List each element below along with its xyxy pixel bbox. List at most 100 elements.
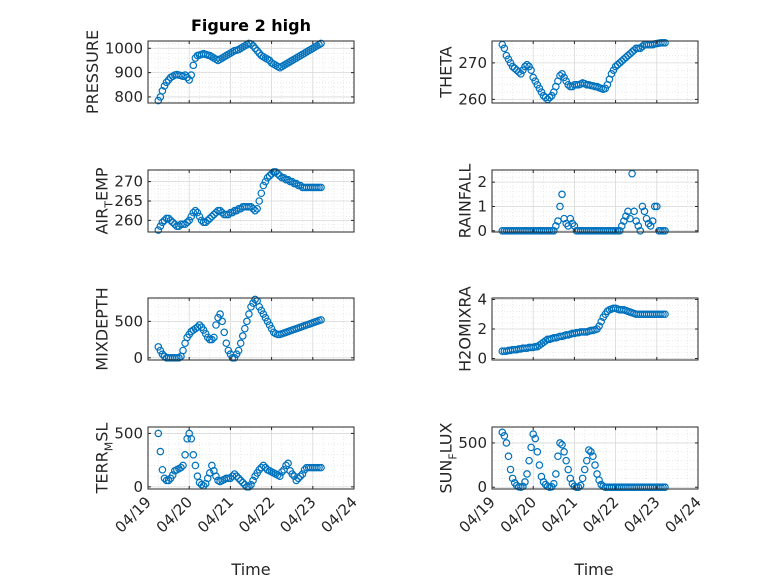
data-point	[556, 439, 564, 447]
data-point	[189, 450, 198, 459]
data-point	[218, 317, 226, 326]
y-tick-label: 270	[114, 173, 143, 191]
data-point	[193, 208, 202, 217]
data-point	[298, 470, 307, 478]
data-point	[193, 323, 202, 331]
data-point	[245, 483, 253, 491]
data-point	[154, 429, 163, 438]
y-axis-label-main: RAINFALL	[456, 164, 475, 239]
data-point	[506, 59, 515, 67]
data-point	[175, 354, 183, 362]
data-point	[535, 84, 544, 93]
data-point	[523, 60, 531, 69]
data-point	[294, 474, 303, 483]
data-point	[168, 471, 177, 479]
data-point	[560, 73, 568, 82]
data-point	[162, 476, 171, 485]
y-tick-label: 0	[133, 478, 143, 496]
data-point	[249, 42, 257, 50]
data-point	[527, 443, 535, 452]
data-point	[253, 46, 261, 55]
data-point	[284, 459, 292, 468]
y-axis-label-main: SUN	[437, 460, 456, 494]
y-tick-label: 1000	[105, 39, 143, 57]
data-point	[177, 463, 185, 472]
y-tick-label: 260	[114, 211, 143, 229]
y-tick-label: 0	[477, 350, 487, 368]
data-point	[179, 220, 187, 229]
data-point	[187, 212, 196, 221]
y-tick-label: 900	[114, 64, 143, 82]
data-point	[230, 470, 239, 478]
data-point	[558, 70, 566, 78]
data-point	[234, 346, 243, 355]
data-point	[181, 450, 189, 459]
data-point	[179, 346, 187, 355]
data-point	[574, 483, 583, 492]
data-point	[657, 226, 665, 235]
data-point	[276, 172, 284, 180]
axes-box	[147, 40, 355, 104]
data-point	[199, 326, 208, 334]
data-point	[659, 39, 667, 47]
data-point	[502, 51, 511, 60]
data-point	[661, 226, 669, 235]
data-point	[558, 440, 566, 449]
y-tick-label: 270	[458, 54, 487, 72]
data-point	[259, 310, 268, 318]
data-point	[564, 465, 573, 474]
data-point	[261, 177, 270, 186]
data-point	[572, 483, 581, 492]
data-point	[189, 208, 198, 217]
data-point	[595, 476, 603, 484]
data-point	[181, 220, 189, 229]
data-point	[566, 214, 575, 223]
data-point	[648, 217, 657, 225]
data-point	[315, 463, 323, 472]
data-point	[232, 472, 241, 480]
data-point	[154, 96, 163, 105]
data-point	[313, 183, 321, 192]
data-point	[249, 204, 257, 213]
data-point	[220, 328, 229, 337]
data-point	[158, 87, 167, 95]
data-point	[236, 476, 245, 485]
data-point	[156, 346, 165, 355]
data-point	[255, 302, 264, 311]
data-point	[657, 39, 665, 47]
data-point	[232, 350, 241, 358]
data-point	[620, 217, 628, 225]
y-axis-label-subscript: M	[103, 442, 116, 452]
data-point	[238, 332, 247, 340]
axes-box	[147, 297, 355, 361]
data-point	[243, 483, 251, 491]
data-point	[206, 469, 214, 477]
data-point	[533, 447, 542, 456]
y-tick-label: 500	[458, 434, 487, 452]
data-point	[201, 329, 210, 338]
data-point	[288, 177, 297, 186]
data-point	[203, 216, 212, 225]
data-point	[642, 214, 651, 223]
data-point	[208, 212, 216, 221]
data-point	[251, 206, 259, 215]
y-tick-label: 500	[114, 424, 143, 442]
data-point	[545, 226, 554, 235]
data-point	[317, 463, 325, 472]
data-point	[552, 470, 560, 478]
data-point	[603, 307, 612, 316]
data-point	[154, 343, 163, 351]
data-point	[245, 203, 253, 211]
data-point	[183, 218, 191, 227]
data-point	[607, 70, 616, 78]
y-axis-label: PRESSURE	[83, 30, 102, 114]
data-point	[278, 468, 286, 476]
data-point	[578, 474, 587, 483]
data-point	[508, 474, 517, 483]
data-point	[187, 434, 196, 443]
data-point	[611, 226, 620, 235]
data-point	[562, 456, 570, 465]
